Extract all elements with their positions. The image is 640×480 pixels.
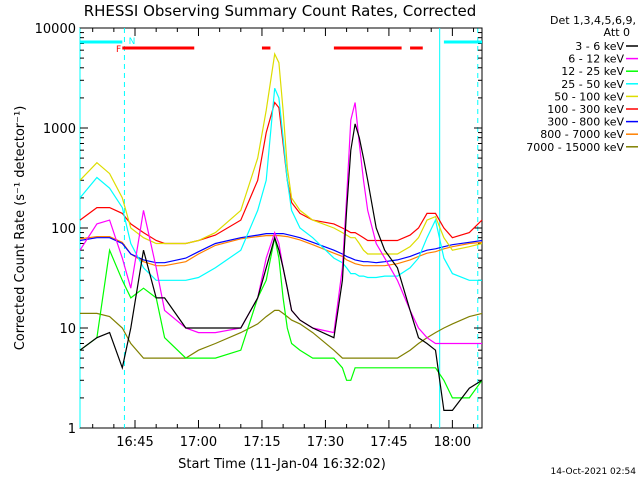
series-line-7 (79, 235, 483, 267)
legend-label: 300 - 800 keV (547, 116, 624, 129)
legend-label: 7000 - 15000 keV (526, 141, 624, 154)
series-line-0 (79, 123, 483, 411)
timestamp: 14-Oct-2021 02:54 (551, 467, 637, 477)
series-line-6 (79, 233, 483, 264)
legend-header-line-2: Att 0 (604, 26, 630, 39)
x-tick-label: 16:45 (116, 435, 153, 450)
legend-header-line-1: Det 1,3,4,5,6,9, (550, 14, 636, 27)
night-label: N (129, 37, 136, 47)
x-tick-label: 17:45 (370, 435, 407, 450)
y-tick-label: 10 (59, 322, 76, 337)
series-line-5 (79, 101, 483, 245)
legend-label: 3 - 6 keV (575, 40, 624, 53)
y-axis-label: Corrected Count Rate (s⁻¹ detector⁻¹) (13, 106, 28, 351)
legend-label: 50 - 100 keV (554, 90, 624, 103)
series-lines (79, 51, 483, 411)
y-axis-ticks: 1 10 100 1000 10000 (35, 22, 482, 437)
legend-label: 25 - 50 keV (561, 78, 624, 91)
y-tick-label: 1 (68, 422, 76, 437)
series-line-4 (79, 51, 483, 255)
x-axis-label: Start Time (11-Jan-04 16:32:02) (178, 457, 386, 472)
y-tick-label: 10000 (35, 22, 76, 37)
series-line-3 (79, 87, 482, 281)
x-axis-ticks: 16:45 17:00 17:15 17:30 17:45 18:00 (92, 28, 475, 450)
series-line-8 (80, 309, 483, 359)
series-line-2 (79, 237, 483, 399)
x-tick-label: 17:00 (180, 435, 217, 450)
y-tick-label: 100 (51, 222, 76, 237)
legend-label: 6 - 12 keV (568, 53, 624, 66)
chart-title: RHESSI Observing Summary Count Rates, Co… (84, 2, 477, 20)
flare-label: F (116, 45, 121, 55)
legend-label: 12 - 25 keV (561, 65, 624, 78)
x-tick-label: 18:00 (434, 435, 471, 450)
y-tick-label: 1000 (43, 122, 76, 137)
legend-label: 800 - 7000 keV (540, 128, 624, 141)
x-tick-label: 17:15 (243, 435, 280, 450)
x-tick-label: 17:30 (307, 435, 344, 450)
night-flare-bars: NF (80, 37, 482, 55)
legend-label: 100 - 300 keV (547, 103, 624, 116)
